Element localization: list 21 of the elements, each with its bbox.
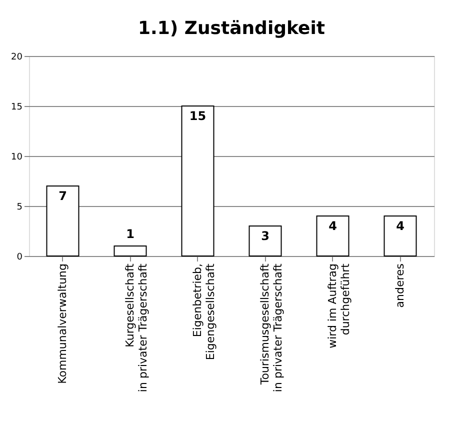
data-label: 4 <box>396 219 404 233</box>
data-label: 3 <box>261 229 270 243</box>
y-tick-label: 10 <box>11 152 23 162</box>
y-tick-label: 15 <box>11 102 22 112</box>
data-label: 4 <box>328 219 337 233</box>
bar <box>46 186 80 256</box>
x-tick-label: Kommunalverwaltung <box>56 264 69 384</box>
chart-title: 1.1) Zuständigkeit <box>138 18 326 39</box>
y-tick-label: 5 <box>16 202 22 212</box>
y-tick-label: 20 <box>11 52 23 62</box>
bar <box>316 216 350 256</box>
data-label: 7 <box>58 189 67 203</box>
data-label: 1 <box>126 227 134 241</box>
x-tick-label: anderes <box>393 263 406 308</box>
bar <box>248 226 282 256</box>
x-tick-label: Kurgesellschaft in privater Trägerschaft <box>123 262 150 392</box>
bar <box>181 106 214 256</box>
bar <box>384 216 417 256</box>
bar <box>114 246 147 256</box>
y-tick-label: 0 <box>16 252 23 262</box>
data-label: 15 <box>189 109 206 123</box>
